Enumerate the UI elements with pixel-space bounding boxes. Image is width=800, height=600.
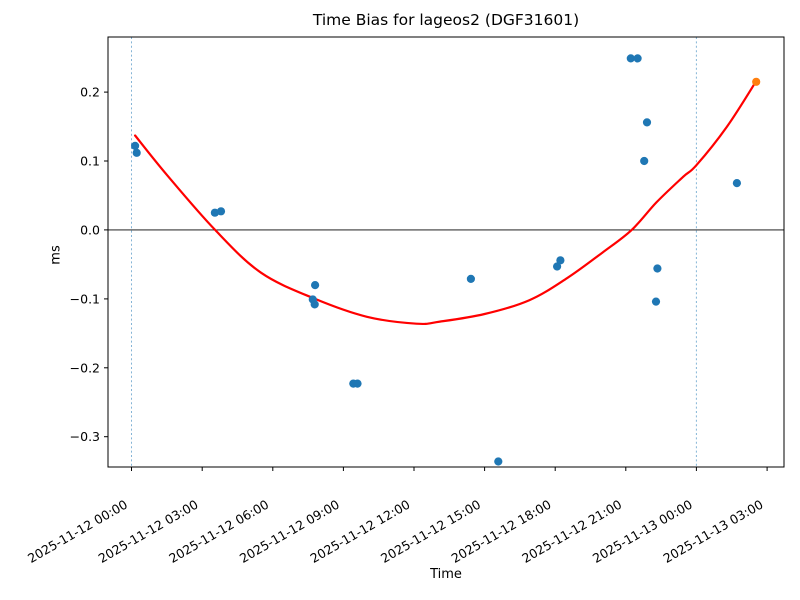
axes-frame <box>107 36 785 468</box>
x-axis-title: Time <box>430 567 462 582</box>
observation-point <box>131 141 140 150</box>
y-axis-title: ms <box>48 245 64 265</box>
observation-point <box>642 118 652 127</box>
observation-point <box>494 457 503 466</box>
observation-point <box>310 300 319 309</box>
observation-point <box>311 281 320 290</box>
y-tick-label: −0.3 <box>70 429 100 444</box>
fit-curve <box>134 80 758 326</box>
observation-point <box>651 297 661 306</box>
observation-point <box>653 264 662 273</box>
y-tick-label: −0.2 <box>70 360 100 375</box>
observation-point <box>553 262 562 271</box>
chart-title: Time Bias for lageos2 (DGF31601) <box>312 11 580 29</box>
observation-point <box>353 379 362 388</box>
observation-point <box>626 54 635 63</box>
observation-point <box>633 54 642 63</box>
predicted-point <box>752 77 761 86</box>
y-tick-label: 0.2 <box>80 85 100 100</box>
observation-point <box>640 156 649 166</box>
observation-point <box>132 148 141 157</box>
observation-point <box>732 179 742 188</box>
observation-point <box>466 274 475 283</box>
observation-point <box>216 207 226 216</box>
observation-point <box>210 208 219 217</box>
observation-point <box>556 256 565 265</box>
y-tick-label: −0.1 <box>70 291 100 306</box>
y-tick-label: 0.1 <box>80 154 100 169</box>
y-tick-label: 0.0 <box>80 222 100 237</box>
